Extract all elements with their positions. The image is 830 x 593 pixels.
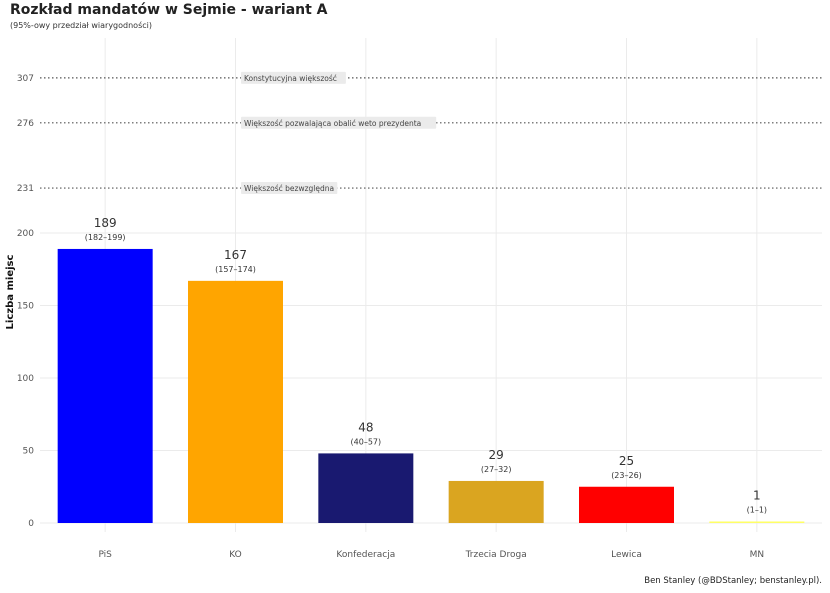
reference-line-label: Konstytucyjna większość: [244, 74, 337, 83]
y-tick-label: 307: [17, 74, 34, 84]
bar-value-label: 48: [358, 420, 373, 434]
bar-trzecia-droga: [448, 480, 544, 523]
bar-interval-label: (23–26): [611, 471, 642, 480]
reference-label-background: [241, 71, 346, 84]
y-tick-label: 276: [17, 119, 34, 129]
y-tick-label: 50: [23, 447, 35, 457]
reference-label-background: [241, 116, 437, 129]
y-tick-label: 200: [17, 229, 34, 239]
chart-caption: Ben Stanley (@BDStanley; benstanley.pl).: [644, 576, 822, 586]
x-tick-label: KO: [229, 550, 242, 560]
bar-value-label: 167: [224, 248, 247, 262]
bar-lewica: [579, 486, 674, 523]
bar-ko: [188, 280, 283, 523]
chart-subtitle: (95%-owy przedział wiarygodności): [10, 21, 152, 30]
y-tick-label: 0: [28, 519, 34, 529]
bar-interval-label: (157–174): [215, 265, 256, 274]
bar-konfederacja: [318, 453, 414, 523]
y-tick-label: 100: [17, 374, 34, 384]
x-tick-label: MN: [750, 550, 765, 560]
y-tick-label: 231: [17, 184, 34, 194]
x-tick-label: PiS: [98, 550, 112, 560]
y-axis-label: Liczba miejsc: [5, 254, 16, 329]
reference-line-label: Większość pozwalająca obalić weto prezyd…: [244, 119, 421, 128]
bar-interval-label: (40–57): [351, 437, 382, 446]
reference-line-label: Większość bezwzględna: [244, 184, 334, 193]
x-tick-label: Trzecia Droga: [465, 550, 527, 560]
bar-value-label: 189: [94, 216, 117, 230]
bar-mn: [709, 521, 805, 523]
x-tick-label: Lewica: [611, 550, 642, 560]
x-tick-label: Konfederacja: [336, 550, 395, 560]
bar-value-label: 25: [619, 454, 634, 468]
bar-interval-label: (27–32): [481, 465, 512, 474]
bar-pis: [57, 248, 153, 523]
bar-interval-label: (1–1): [747, 506, 767, 515]
reference-label-background: [241, 182, 338, 195]
bar-interval-label: (182–199): [85, 233, 126, 242]
chart-title: Rozkład mandatów w Sejmie - wariant A: [10, 2, 328, 18]
bar-value-label: 29: [489, 448, 504, 462]
y-tick-label: 150: [17, 302, 34, 312]
bar-value-label: 1: [753, 489, 761, 503]
